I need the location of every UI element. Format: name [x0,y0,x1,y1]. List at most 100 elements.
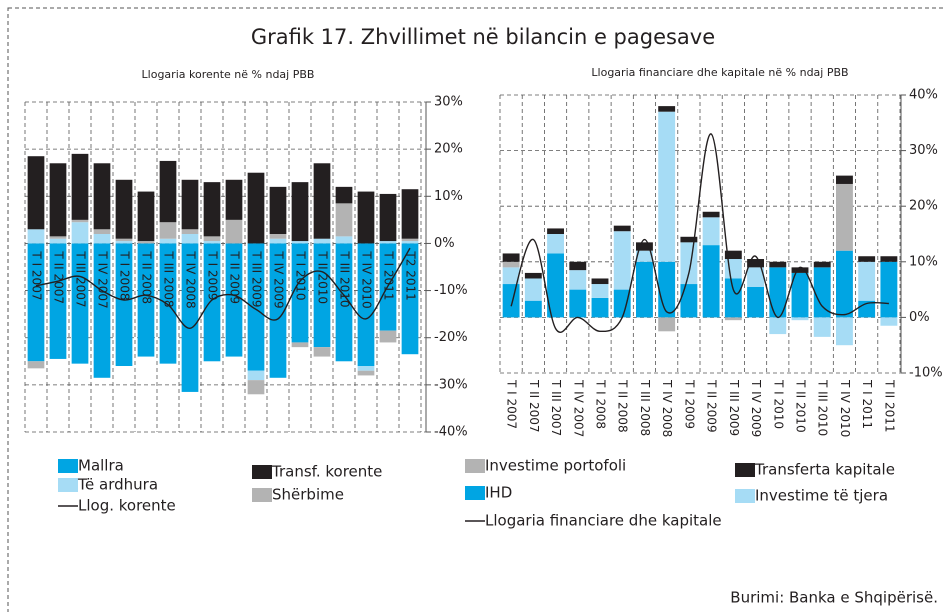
bar-segment [880,317,898,326]
bar-segment [357,370,375,376]
bar-segment [49,163,67,237]
x-tick-label: T I 2007 [505,379,519,429]
x-tick-label: T III 2008 [161,250,175,307]
bar-segment [247,370,265,381]
bar-segment [313,347,331,357]
x-tick-label: T2 2011 [404,250,418,300]
bar-segment [769,317,787,335]
bar-segment [93,234,111,244]
y-tick-label: -30% [434,377,468,392]
bar-segment [137,241,155,244]
bar-segment [203,182,221,237]
x-tick-label: T II 2008 [616,379,630,433]
y-tick-label: 40% [909,88,938,103]
bar-segment [93,163,111,230]
bar-segment [724,259,742,279]
bar-segment [502,284,520,318]
bar-segment [547,234,564,254]
x-tick-label: T I 2008 [594,379,608,429]
y-tick-label: -10% [909,366,943,381]
bar-segment [269,243,287,378]
bar-segment [702,217,720,246]
bar-segment [49,243,67,359]
bar-segment [115,238,133,242]
x-tick-label: T I 2007 [29,250,43,300]
bar-segment [27,156,45,230]
bar-segment [203,243,221,362]
line [35,247,411,329]
bar-segment [658,111,676,262]
bar-segment [313,163,331,239]
bar-segment [401,238,419,242]
x-tick-label: T III 2007 [549,379,563,436]
bar-segment [291,342,309,348]
bar-segment [547,253,564,318]
bar-segment [658,261,676,318]
bar-segment [569,270,587,290]
bar-segment [247,172,265,244]
legend-label: Mallra [78,457,124,475]
x-tick-label: T IV 2009 [272,250,286,308]
bar-segment [636,261,653,318]
bar-segment [71,243,89,364]
x-tick-label: T I 2011 [860,379,874,429]
bar-segment [49,238,67,244]
bar-segment [680,236,698,243]
y-tick-label: 30% [434,95,463,110]
bar-segment [636,242,653,251]
chart-subtitle: Llogaria korente në % ndaj PBB [142,68,315,81]
y-tick-label: 20% [909,199,938,214]
bar-segment [591,278,609,285]
bar-segment [27,229,45,244]
y-tick-label: 0% [434,236,455,251]
bar-segment [791,272,809,318]
y-tick-label: -20% [434,330,468,345]
legend-label: Shërbime [272,486,344,504]
bar-segment [836,250,853,318]
bar-segment [357,366,375,371]
bar-segment [813,267,831,318]
bar-segment [379,330,397,343]
bar-segment [159,243,177,364]
bar-segment [613,225,631,232]
line [510,133,889,333]
bar-segment [813,317,831,337]
legend-label: Investime portofoli [485,457,626,475]
legend-swatch [735,463,755,477]
bar-segment [181,234,199,244]
x-tick-label: T I 2010 [294,250,308,300]
source: Burimi: Banka e Shqipërisë. [730,589,938,607]
bar-segment [591,284,609,298]
bar-segment [836,317,853,346]
bar-segment [115,243,133,366]
bar-segment [858,261,876,301]
bar-segment [858,256,876,262]
bar-segment [658,106,676,112]
legend-label: Transf. korente [271,463,382,481]
frame [7,7,946,612]
bar-segment [547,228,564,234]
bar-segment [836,175,853,184]
bar-segment [115,241,133,244]
x-tick-label: T IV 2009 [749,379,763,437]
legend-label: Investime të tjera [755,487,888,505]
x-tick-label: T II 2007 [527,379,541,433]
bar-segment [181,179,199,230]
bar-segment [813,261,831,268]
x-tick-label: T I 2009 [205,250,219,300]
bar-segment [680,284,698,318]
bar-segment [247,243,265,371]
x-tick-label: T IV 2010 [360,250,374,308]
bar-segment [225,243,243,357]
x-tick-label: T IV 2008 [660,379,674,437]
bar-segment [613,289,631,318]
bar-segment [27,243,45,362]
bar-segment [747,286,764,318]
y-tick-label: -10% [434,283,468,298]
bar-segment [702,211,720,218]
bar-segment [137,243,155,357]
bar-segment [269,234,287,239]
bar-segment [335,186,353,204]
bar-segment [379,241,397,244]
bar-segment [291,241,309,244]
